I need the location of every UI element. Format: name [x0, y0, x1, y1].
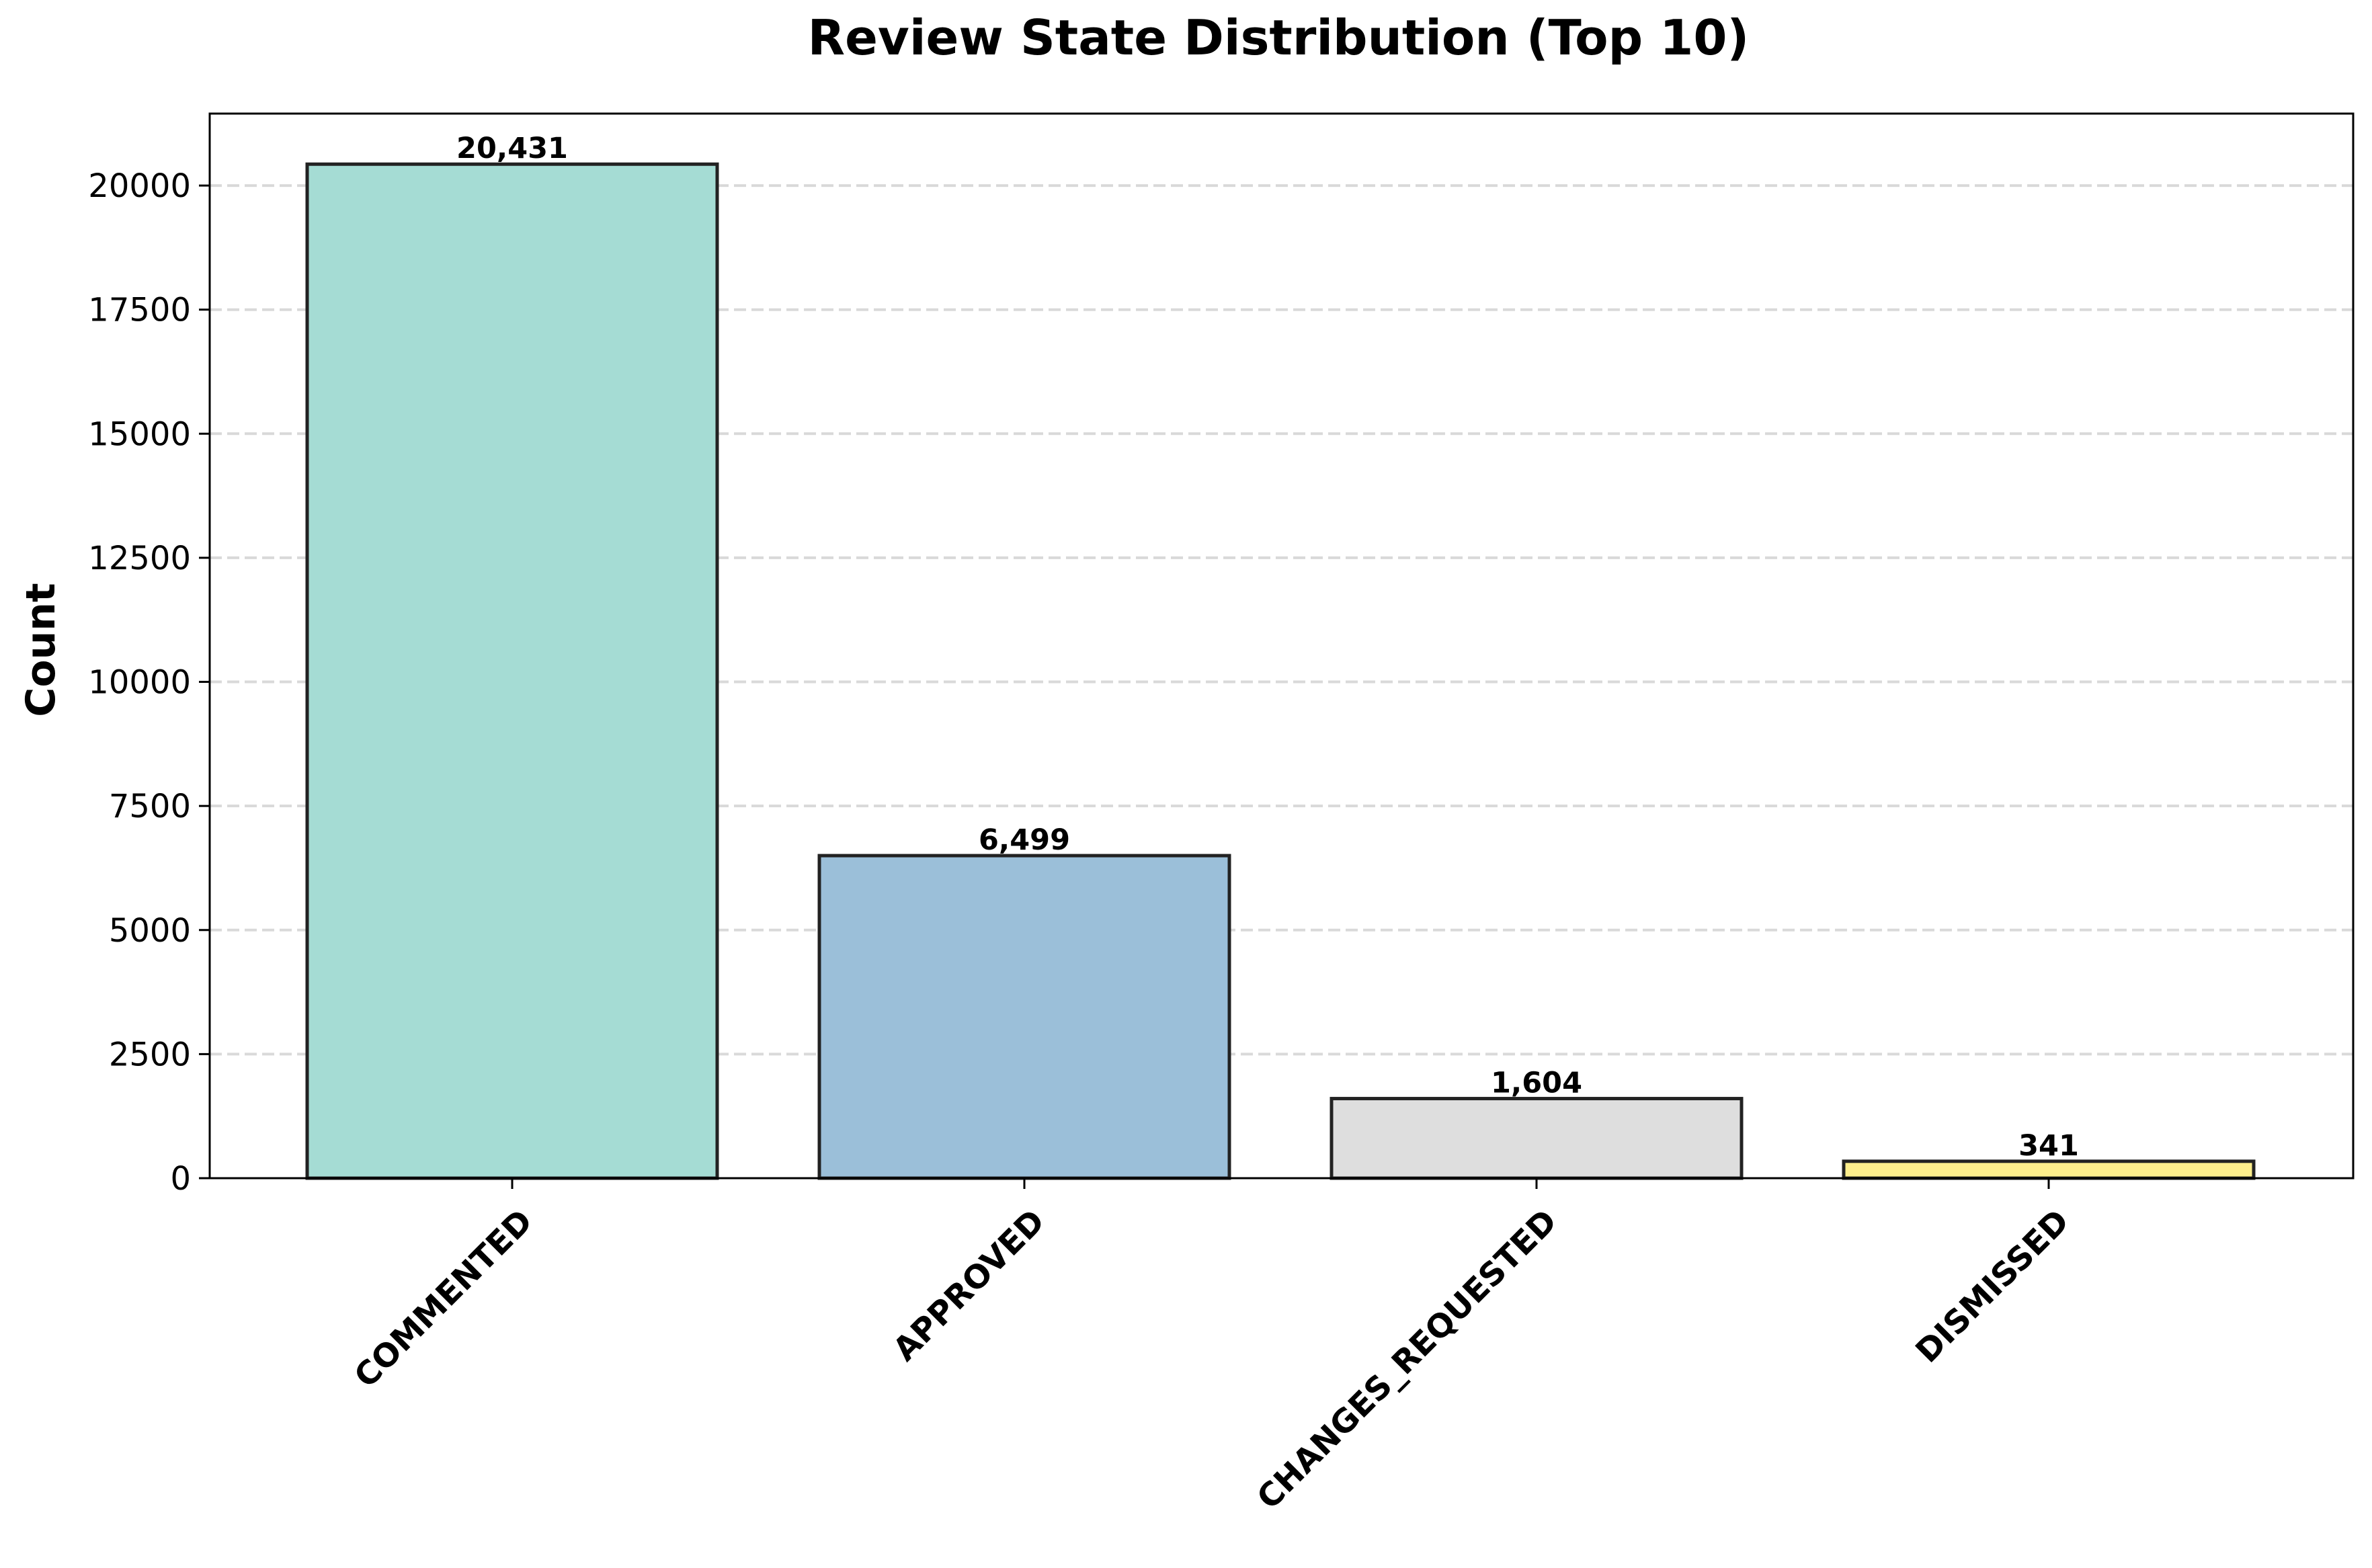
bar-value-label: 341: [2018, 1129, 2079, 1163]
x-tick-label: CHANGES_REQUESTED: [1250, 1202, 1564, 1517]
bar-dismissed: [1842, 1159, 2256, 1180]
x-axis-ticks: COMMENTED APPROVED CHANGES_REQUESTED DISMIS…: [347, 1178, 2076, 1517]
x-tick-label: COMMENTED: [347, 1202, 540, 1395]
bar-value-labels: 20,431 6,499 1,604 341: [456, 132, 2079, 1163]
y-tick-label: 2500: [109, 1036, 191, 1073]
y-tick-label: 15000: [88, 415, 191, 453]
y-tick-label: 20000: [88, 167, 191, 205]
y-tick-label: 5000: [109, 912, 191, 950]
y-axis-label: Count: [17, 583, 65, 716]
y-axis-ticks: 0 2500 5000 7500 10000 12500 15000 17500 20000: [88, 167, 210, 1198]
y-tick-label: 0: [170, 1160, 191, 1198]
x-tick-label: APPROVED: [886, 1202, 1052, 1368]
bar-value-label: 6,499: [979, 823, 1070, 857]
bar-value-label: 1,604: [1491, 1067, 1582, 1100]
y-tick-label: 10000: [88, 664, 191, 702]
y-tick-label: 12500: [88, 540, 191, 577]
bar-changes-requested: [1330, 1097, 1744, 1180]
y-tick-label: 17500: [88, 292, 191, 329]
bars: [305, 162, 2256, 1180]
plot-area-frame: [208, 112, 2355, 1180]
chart-title: Review State Distribution (Top 10): [808, 9, 1750, 66]
y-tick-label: 7500: [109, 788, 191, 825]
bar-value-label: 20,431: [456, 132, 568, 165]
x-tick-label: DISMISSED: [1908, 1202, 2076, 1370]
bar-approved: [817, 854, 1231, 1180]
bar-commented: [305, 162, 719, 1180]
